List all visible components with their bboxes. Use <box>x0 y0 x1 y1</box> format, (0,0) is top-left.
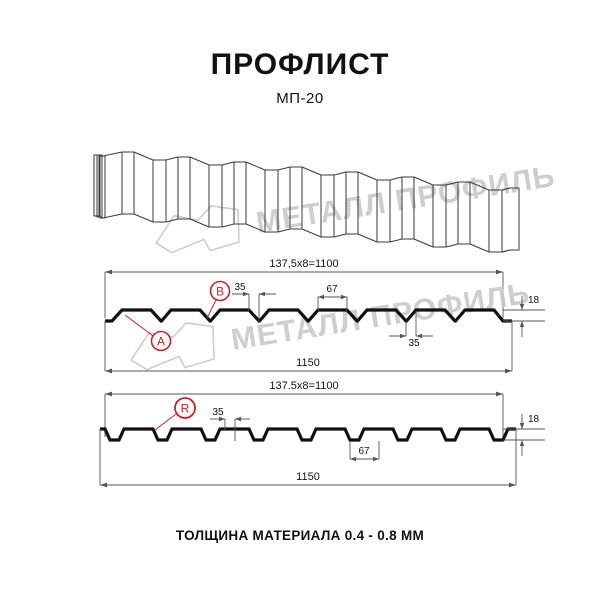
callout-b[interactable]: B <box>206 280 231 319</box>
section2-width-dimension <box>99 429 517 488</box>
section1-flank-label-right: 35 <box>408 338 420 349</box>
callout-b-circle <box>209 280 231 302</box>
section1-flank-label-left: 35 <box>234 282 246 293</box>
section1-pitch-label: 137,5x8=1100 <box>269 258 338 270</box>
section2-flank-dim <box>210 416 250 441</box>
callout-a-circle <box>150 330 172 352</box>
section1-profile-path <box>105 308 512 323</box>
callout-r-label: R <box>181 402 190 416</box>
section1-width-dimension <box>104 321 513 374</box>
watermark-label: МЕТАЛЛ ПРОФИЛЬ <box>254 160 558 240</box>
section2-height-label: 18 <box>528 414 540 425</box>
section2-pitch-dimension <box>104 391 504 440</box>
section1-flank-dim-right <box>389 311 433 339</box>
title-block: ПРОФЛИСТ МП-20 <box>0 48 600 107</box>
section1-height-label: 18 <box>528 295 540 306</box>
material-thickness-note: ТОЛЩИНА МАТЕРИАЛА 0.4 - 0.8 ММ <box>175 528 425 543</box>
section1-ribtop-dim <box>317 294 348 311</box>
section2-height-dim <box>503 414 545 456</box>
section1-ribtop-label: 67 <box>326 284 338 295</box>
callout-b-label: B <box>216 285 224 299</box>
callout-a[interactable]: A <box>124 314 172 352</box>
isometric-sheet-view <box>93 151 520 253</box>
section2-flank-label: 35 <box>212 407 224 418</box>
watermark-top: МЕТАЛЛ ПРОФИЛЬ <box>155 160 558 254</box>
page-title: ПРОФЛИСТ <box>210 48 390 81</box>
page-subtitle: МП-20 <box>276 90 324 107</box>
section1-width-label: 1150 <box>296 357 320 369</box>
section2-profile-path <box>100 427 516 442</box>
callout-r-circle <box>174 397 196 419</box>
section2-width-label: 1150 <box>296 471 320 483</box>
watermark-logo-icon <box>155 205 240 254</box>
section2-pitch-label: 137.5x8=1100 <box>269 380 338 392</box>
section2-ribtop-label: 67 <box>358 446 370 457</box>
watermark-logo-icon-2 <box>130 322 215 371</box>
section1-height-dim <box>503 296 545 337</box>
section1-flank-dim-left <box>232 291 276 322</box>
callout-r[interactable]: R <box>154 397 196 431</box>
watermark-label-2: МЕТАЛЛ ПРОФИЛЬ <box>229 277 533 357</box>
section2-ribtop-dim <box>349 441 380 462</box>
callout-a-label: A <box>157 335 165 349</box>
